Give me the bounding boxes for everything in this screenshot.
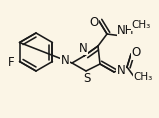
Text: CH₃: CH₃ [131,20,151,30]
Text: N: N [117,65,125,78]
Text: CH₃: CH₃ [133,72,153,82]
Text: N: N [79,42,87,55]
Text: F: F [8,56,15,69]
Text: N: N [61,55,69,67]
Text: NH: NH [117,25,135,38]
Text: O: O [89,15,99,29]
Text: S: S [83,72,91,86]
Text: O: O [131,46,141,59]
